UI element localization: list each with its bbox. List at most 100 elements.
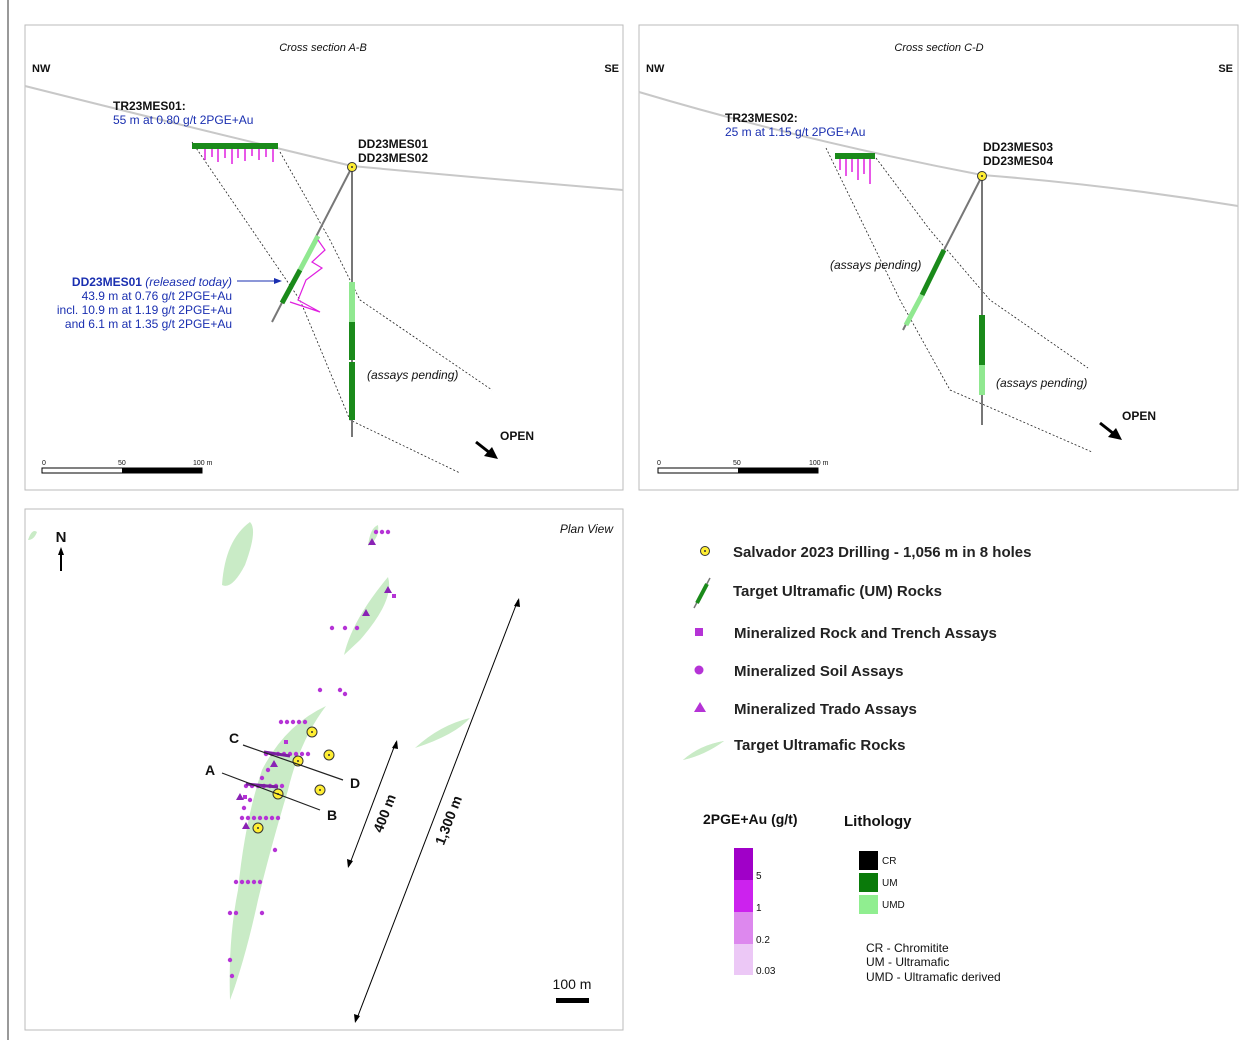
legend-icon (695, 628, 703, 636)
trench-result: 55 m at 0.80 g/t 2PGE+Au (113, 113, 253, 127)
direction: NW (32, 63, 51, 75)
hole-name: DD23MES03 (983, 140, 1053, 154)
section-label: C (229, 730, 239, 746)
um-interval (349, 362, 355, 420)
hole-name: DD23MES01 (358, 137, 428, 151)
scale-label: 100 m (553, 976, 592, 992)
trench-assays (205, 149, 273, 164)
abbreviation: CR - Chromitite (866, 941, 949, 955)
legend-icon (704, 550, 706, 552)
grade-tick: 0.03 (756, 966, 776, 977)
um-body (230, 706, 326, 1000)
section-label: A (205, 762, 215, 778)
abbreviation: UMD - Ultramafic derived (866, 970, 1001, 984)
collar (351, 166, 353, 168)
scale-label: 50 (733, 460, 741, 467)
callout-line: incl. 10.9 m at 1.19 g/t 2PGE+Au (57, 303, 232, 317)
topography (639, 92, 1238, 206)
legend-icon (683, 741, 724, 760)
open-label: OPEN (1122, 409, 1156, 423)
lithology-swatch (859, 895, 878, 914)
callout-arrow (274, 278, 282, 284)
direction: SE (604, 63, 619, 75)
um-interval (349, 322, 355, 360)
scale-label: 100 m (193, 460, 213, 467)
contact (826, 148, 1092, 452)
trench (192, 143, 278, 149)
legend-icon (695, 666, 704, 675)
distance-label: 400 m (370, 792, 399, 835)
direction: NW (646, 63, 665, 75)
grade-title: 2PGE+Au (g/t) (703, 811, 798, 827)
scale-bar (122, 468, 202, 473)
um-body (222, 522, 253, 586)
section-title: Cross section A-B (279, 42, 367, 54)
callout-hole: DD23MES01 (72, 275, 142, 289)
lithology-swatch (859, 873, 878, 892)
trench-name: TR23MES01: (113, 99, 186, 113)
hole-name: DD23MES02 (358, 151, 428, 165)
lithology-label: UMD (882, 900, 905, 911)
lithology-title: Lithology (844, 813, 912, 830)
north-arrow (58, 547, 64, 555)
pending: (assays pending) (367, 368, 458, 382)
um-interval (906, 295, 922, 325)
north-label: N (56, 529, 67, 546)
cross-section-ab: Cross section A-B NW SE TR23MES01: 55 m … (25, 42, 623, 473)
section-label: B (327, 807, 337, 823)
um-interval (282, 270, 300, 303)
callout-line: and 6.1 m at 1.35 g/t 2PGE+Au (65, 317, 232, 331)
scale-bar (556, 998, 589, 1003)
um-interval (979, 365, 985, 395)
legend-icon (697, 584, 707, 603)
legend: Salvador 2023 Drilling - 1,056 m in 8 ho… (683, 544, 1031, 984)
grade-swatch (734, 880, 753, 912)
panel-frame (25, 509, 623, 1030)
grade-swatch (734, 912, 753, 944)
open-arrow (476, 442, 490, 453)
pending: (assays pending) (996, 376, 1087, 390)
scale-label: 0 (657, 460, 661, 467)
figure: Cross section A-B NW SE TR23MES01: 55 m … (0, 0, 1244, 1040)
trench-assays (840, 159, 870, 184)
contact (192, 142, 460, 473)
callout: DD23MES01 (released today) (72, 275, 232, 289)
legend-icon (694, 702, 706, 712)
abbreviation: UM - Ultramafic (866, 955, 949, 969)
grade-swatch (734, 944, 753, 975)
pending: (assays pending) (830, 258, 921, 272)
section-title: Cross section C-D (894, 42, 983, 54)
lithology-label: UM (882, 878, 898, 889)
section-label: D (350, 775, 360, 791)
legend-item: Target Ultramafic (UM) Rocks (733, 583, 942, 600)
um-interval (922, 250, 944, 295)
trench-name: TR23MES02: (725, 111, 798, 125)
direction: SE (1218, 63, 1233, 75)
cross-section-cd: Cross section C-D NW SE TR23MES02: 25 m … (639, 42, 1238, 473)
grade-tick: 0.2 (756, 935, 770, 946)
um-interval (300, 236, 318, 270)
contact (280, 152, 492, 390)
grade-tick: 5 (756, 871, 762, 882)
plan-title: Plan View (560, 522, 614, 536)
legend-item: Mineralized Trado Assays (734, 701, 917, 718)
open-label: OPEN (500, 429, 534, 443)
um-body (415, 718, 470, 748)
legend-item: Target Ultramafic Rocks (734, 737, 905, 754)
callout-line: 43.9 m at 0.76 g/t 2PGE+Au (82, 289, 232, 303)
lithology-label: CR (882, 856, 896, 867)
um-interval (349, 282, 355, 322)
um-interval (979, 315, 985, 365)
um-body (28, 531, 37, 540)
trench-result: 25 m at 1.15 g/t 2PGE+Au (725, 125, 865, 139)
legend-item: Mineralized Rock and Trench Assays (734, 625, 997, 642)
legend-item: Salvador 2023 Drilling - 1,056 m in 8 ho… (733, 544, 1031, 561)
grade-swatch (734, 848, 753, 880)
callout-note: (released today) (145, 275, 232, 289)
legend-item: Mineralized Soil Assays (734, 663, 904, 680)
panel-frame (25, 25, 623, 490)
scale-label: 0 (42, 460, 46, 467)
lithology-swatch (859, 851, 878, 870)
scale-label: 100 m (809, 460, 829, 467)
collar (981, 175, 983, 177)
